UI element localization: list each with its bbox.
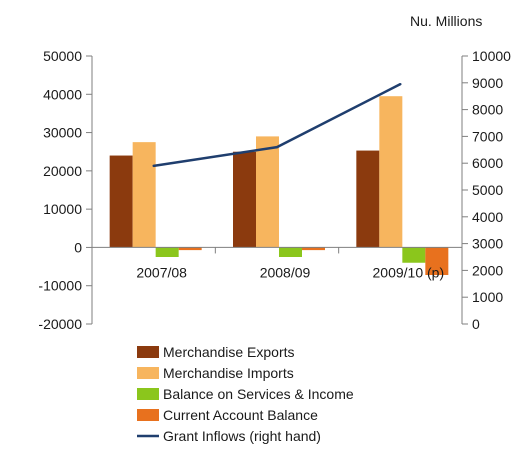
category-labels: 2007/08 2008/09 2009/10 (p) bbox=[136, 264, 444, 280]
right-tick-label: 1000 bbox=[472, 289, 503, 305]
bar-merchandise-imports bbox=[379, 96, 403, 248]
left-axis: -20000 -10000 0 10000 20000 30000 40000 50000 bbox=[38, 48, 93, 332]
bar-merchandise-exports bbox=[109, 155, 133, 248]
bars-group bbox=[109, 96, 449, 275]
left-tick-label: 40000 bbox=[43, 86, 82, 102]
bar-balance-on-services-income bbox=[155, 247, 179, 257]
category-label: 2007/08 bbox=[136, 264, 187, 280]
legend-swatch bbox=[137, 346, 159, 358]
left-tick-label: -20000 bbox=[38, 316, 82, 332]
right-tick-label: 7000 bbox=[472, 128, 503, 144]
left-tick-label: 50000 bbox=[43, 48, 82, 64]
category-label: 2008/09 bbox=[260, 264, 311, 280]
legend-swatch bbox=[137, 409, 159, 421]
line-point bbox=[275, 145, 279, 149]
right-axis: 0 1000 2000 3000 4000 5000 6000 7000 8000 9000 100… bbox=[461, 48, 511, 332]
bar-merchandise-imports bbox=[256, 136, 279, 248]
right-tick-label: 5000 bbox=[472, 182, 503, 198]
right-tick-label: 4000 bbox=[472, 209, 503, 225]
bar-current-account-balance bbox=[178, 247, 202, 251]
left-tick-label: -10000 bbox=[38, 278, 82, 294]
right-tick-label: 0 bbox=[472, 316, 480, 332]
left-tick-label: 20000 bbox=[43, 163, 82, 179]
bar-merchandise-exports bbox=[233, 151, 256, 248]
legend-label: Balance on Services & Income bbox=[163, 386, 354, 402]
legend-label: Grant Inflows (right hand) bbox=[163, 428, 321, 444]
line-point bbox=[399, 82, 402, 86]
bar-balance-on-services-income bbox=[402, 247, 426, 263]
zero-baseline bbox=[91, 246, 463, 254]
category-label: 2009/10 (p) bbox=[373, 264, 445, 280]
bar-current-account-balance bbox=[302, 247, 325, 251]
grant-line-group bbox=[152, 82, 402, 168]
line-point bbox=[152, 164, 155, 168]
legend-label: Merchandise Exports bbox=[163, 344, 295, 360]
right-tick-label: 8000 bbox=[472, 102, 503, 118]
bar-merchandise-imports bbox=[132, 142, 156, 248]
legend-label: Current Account Balance bbox=[163, 407, 318, 423]
legend-swatch bbox=[137, 388, 159, 400]
left-tick-label: 0 bbox=[74, 239, 82, 255]
unit-label: Nu. Millions bbox=[410, 13, 482, 29]
bar-merchandise-exports bbox=[356, 150, 380, 248]
bar-current-account-balance bbox=[425, 247, 449, 275]
bar-balance-on-services-income bbox=[279, 247, 302, 257]
right-tick-label: 6000 bbox=[472, 155, 503, 171]
left-tick-label: 10000 bbox=[43, 201, 82, 217]
right-tick-label: 2000 bbox=[472, 262, 503, 278]
legend-swatch bbox=[137, 367, 159, 379]
left-tick-label: 30000 bbox=[43, 125, 82, 141]
right-tick-label: 10000 bbox=[472, 48, 511, 64]
legend: Merchandise Exports Merchandise Imports Ba… bbox=[137, 344, 354, 444]
right-tick-label: 3000 bbox=[472, 236, 503, 252]
legend-label: Merchandise Imports bbox=[163, 365, 294, 381]
right-tick-label: 9000 bbox=[472, 75, 503, 91]
